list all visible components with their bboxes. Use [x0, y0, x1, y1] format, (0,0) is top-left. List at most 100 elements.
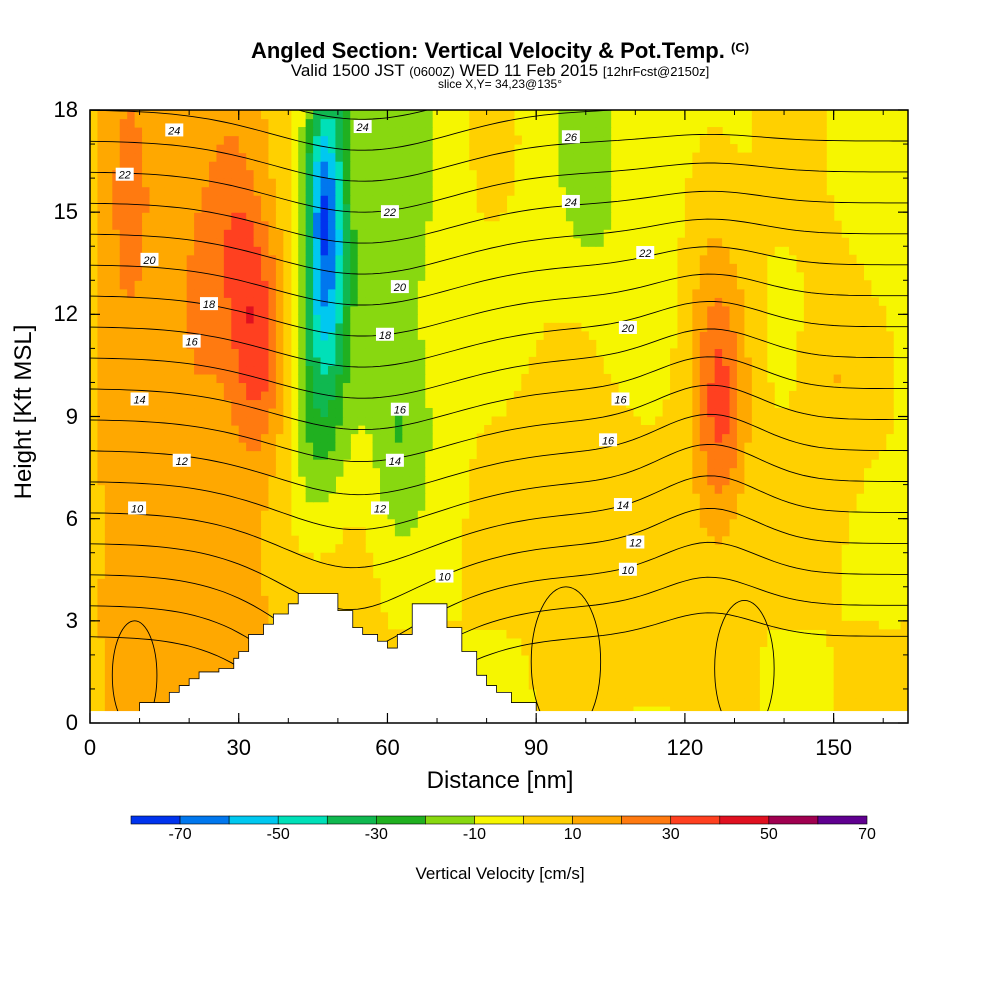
velocity-cell: [826, 288, 835, 298]
velocity-cell: [744, 390, 753, 401]
velocity-cell: [670, 629, 679, 639]
velocity-cell: [506, 484, 515, 494]
velocity-cell: [640, 544, 649, 554]
velocity-cell: [216, 365, 225, 375]
velocity-cell: [469, 586, 478, 596]
velocity-cell: [684, 578, 693, 588]
velocity-cell: [647, 442, 656, 452]
velocity-cell: [781, 544, 790, 554]
velocity-cell: [521, 510, 530, 520]
velocity-cell: [380, 629, 389, 639]
velocity-cell: [610, 578, 619, 588]
velocity-cell: [707, 680, 716, 690]
velocity-cell: [699, 373, 708, 384]
velocity-cell: [223, 280, 232, 290]
velocity-cell: [513, 476, 522, 486]
velocity-cell: [543, 433, 552, 443]
velocity-cell: [893, 671, 902, 682]
velocity-cell: [112, 578, 121, 588]
velocity-cell: [223, 288, 232, 298]
velocity-cell: [164, 586, 173, 596]
velocity-cell: [119, 288, 128, 298]
velocity-cell: [803, 578, 812, 588]
velocity-cell: [409, 229, 418, 239]
velocity-cell: [707, 322, 716, 332]
velocity-cell: [796, 399, 805, 409]
velocity-cell: [670, 450, 679, 460]
velocity-cell: [833, 356, 842, 367]
velocity-cell: [268, 220, 277, 230]
velocity-cell: [179, 595, 188, 605]
velocity-cell: [714, 246, 723, 256]
velocity-cell: [573, 365, 582, 375]
velocity-cell: [208, 220, 218, 230]
velocity-cell: [863, 688, 872, 699]
velocity-cell: [491, 484, 500, 494]
velocity-cell: [506, 510, 515, 520]
velocity-cell: [789, 425, 798, 435]
velocity-cell: [201, 314, 210, 324]
velocity-cell: [751, 373, 760, 384]
velocity-cell: [499, 433, 508, 443]
velocity-cell: [818, 373, 827, 384]
velocity-cell: [491, 212, 500, 222]
velocity-cell: [655, 484, 664, 494]
velocity-cell: [335, 339, 344, 349]
velocity-cell: [476, 459, 485, 469]
velocity-cell: [580, 646, 589, 656]
velocity-cell: [127, 493, 136, 503]
velocity-cell: [253, 246, 262, 256]
velocity-cell: [595, 442, 604, 452]
velocity-cell: [417, 220, 426, 230]
velocity-cell: [900, 671, 908, 682]
velocity-cell: [818, 348, 827, 358]
velocity-cell: [104, 535, 113, 545]
velocity-cell: [223, 297, 232, 307]
velocity-cell: [610, 654, 619, 664]
velocity-cell: [380, 476, 389, 486]
velocity-cell: [558, 646, 567, 656]
velocity-cell: [878, 680, 887, 690]
velocity-cell: [387, 220, 396, 230]
velocity-cell: [900, 697, 908, 707]
velocity-cell: [789, 561, 798, 571]
velocity-cell: [707, 654, 716, 664]
velocity-cell: [543, 373, 552, 384]
velocity-cell: [744, 569, 753, 579]
velocity-cell: [149, 561, 158, 571]
velocity-cell: [365, 339, 374, 349]
velocity-cell: [194, 671, 203, 682]
velocity-cell: [127, 356, 136, 367]
velocity-cell: [409, 459, 418, 469]
velocity-cell: [186, 527, 195, 537]
velocity-cell: [833, 246, 842, 256]
velocity-cell: [402, 348, 411, 358]
velocity-cell: [722, 663, 731, 673]
velocity-cell: [335, 586, 344, 596]
velocity-cell: [841, 356, 850, 367]
velocity-cell: [811, 612, 820, 622]
velocity-cell: [350, 561, 359, 571]
velocity-cell: [327, 476, 336, 486]
velocity-cell: [90, 407, 99, 418]
velocity-cell: [774, 544, 783, 554]
velocity-cell: [164, 331, 173, 341]
velocity-cell: [528, 654, 537, 664]
velocity-cell: [372, 595, 381, 605]
velocity-cell: [97, 433, 106, 443]
velocity-cell: [402, 459, 411, 469]
velocity-cell: [97, 220, 106, 230]
velocity-cell: [201, 535, 210, 545]
velocity-cell: [305, 229, 314, 239]
velocity-cell: [677, 280, 686, 290]
velocity-cell: [744, 322, 753, 332]
velocity-cell: [246, 314, 255, 324]
velocity-cell: [134, 254, 143, 264]
velocity-cell: [818, 595, 827, 605]
velocity-cell: [119, 467, 128, 477]
velocity-cell: [238, 603, 247, 613]
velocity-cell: [714, 544, 723, 554]
velocity-cell: [97, 212, 106, 222]
velocity-cell: [513, 629, 522, 639]
velocity-cell: [119, 697, 128, 707]
